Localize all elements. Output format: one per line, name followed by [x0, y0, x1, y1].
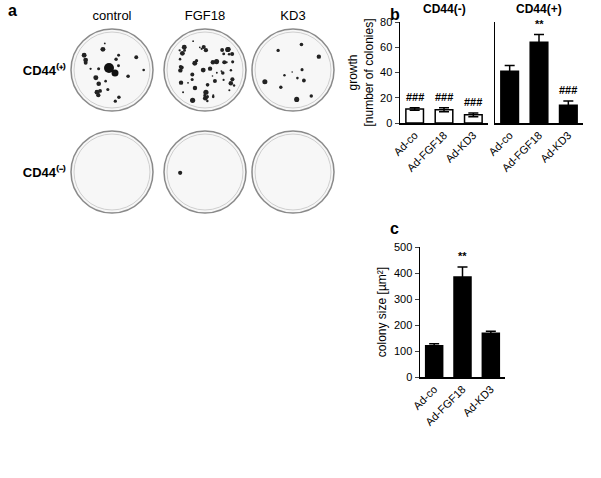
- svg-text:0: 0: [406, 371, 412, 383]
- svg-text:Ad-co: Ad-co: [486, 129, 515, 158]
- svg-text:Ad-KD3: Ad-KD3: [443, 129, 479, 165]
- svg-text:colony size [µm²]: colony size [µm²]: [375, 267, 389, 357]
- svg-text:###: ###: [464, 96, 482, 108]
- svg-text:###: ###: [559, 84, 577, 96]
- svg-text:100: 100: [394, 345, 412, 357]
- svg-text:80: 80: [380, 16, 392, 28]
- svg-text:CD44(-): CD44(-): [423, 2, 466, 16]
- svg-text:b: b: [390, 6, 400, 23]
- svg-text:**: **: [535, 18, 544, 30]
- svg-text:**: **: [458, 250, 467, 262]
- svg-text:Ad-FGF18: Ad-FGF18: [423, 383, 468, 428]
- svg-text:300: 300: [394, 293, 412, 305]
- svg-text:Ad-co: Ad-co: [391, 129, 420, 158]
- svg-text:c: c: [390, 220, 399, 237]
- svg-text:CD44⁽⁻⁾: CD44⁽⁻⁾: [23, 164, 66, 180]
- svg-text:Ad-FGF18: Ad-FGF18: [500, 129, 545, 174]
- svg-text:a: a: [8, 2, 17, 19]
- svg-text:Ad-FGF18: Ad-FGF18: [405, 129, 450, 174]
- svg-text:60: 60: [380, 41, 392, 53]
- svg-text:200: 200: [394, 319, 412, 331]
- svg-text:400: 400: [394, 267, 412, 279]
- svg-text:growth[number of colonies]: growth[number of colonies]: [346, 18, 376, 126]
- svg-text:500: 500: [394, 241, 412, 253]
- svg-text:KD3: KD3: [280, 8, 305, 23]
- svg-text:###: ###: [406, 91, 424, 103]
- svg-text:###: ###: [435, 91, 453, 103]
- svg-text:40: 40: [380, 66, 392, 78]
- svg-text:CD44(+): CD44(+): [516, 2, 562, 16]
- svg-text:CD44⁽⁺⁾: CD44⁽⁺⁾: [23, 62, 66, 78]
- svg-text:control: control: [92, 8, 131, 23]
- svg-text:Ad-KD3: Ad-KD3: [538, 129, 574, 165]
- svg-text:0: 0: [386, 117, 392, 129]
- svg-text:Ad-KD3: Ad-KD3: [460, 383, 496, 419]
- svg-text:Ad-co: Ad-co: [411, 383, 440, 412]
- svg-text:FGF18: FGF18: [185, 8, 225, 23]
- svg-text:20: 20: [380, 92, 392, 104]
